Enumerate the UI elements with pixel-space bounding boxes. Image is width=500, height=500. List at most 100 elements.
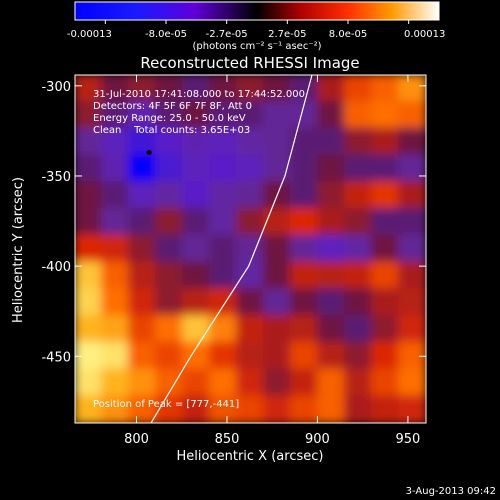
heatmap-cell — [398, 368, 426, 398]
heatmap-cell — [236, 127, 265, 157]
heatmap-cell — [128, 341, 157, 371]
heatmap-cell — [182, 314, 211, 344]
heatmap-cell — [209, 368, 238, 398]
heatmap-cell — [101, 154, 130, 184]
heatmap-cell — [398, 154, 426, 184]
heatmap-cell — [344, 288, 373, 317]
colorbar-units: (photons cm⁻² s⁻¹ asec⁻²) — [192, 41, 321, 52]
heatmap-cell — [209, 127, 238, 157]
heatmap-cell — [317, 207, 346, 237]
heatmap-cell — [290, 314, 319, 344]
heatmap-cell — [155, 314, 184, 344]
heatmap-cell — [317, 261, 346, 291]
heatmap-cell — [317, 181, 346, 210]
y-tick-label: -300 — [41, 80, 71, 95]
heatmap-cell — [128, 314, 157, 344]
minimum-marker — [146, 150, 152, 156]
heatmap-cell — [209, 100, 238, 130]
heatmap-cell — [398, 395, 426, 423]
heatmap-cell — [398, 207, 426, 237]
heatmap-cell — [290, 395, 319, 423]
heatmap-cell — [155, 181, 184, 210]
heatmap-cell — [128, 234, 157, 264]
heatmap-cell — [290, 341, 319, 371]
heatmap-cell — [236, 261, 265, 291]
heatmap-cell — [209, 154, 238, 184]
heatmap-cell — [155, 75, 184, 103]
heatmap-cell — [128, 261, 157, 291]
heatmap-cell — [128, 207, 157, 237]
heatmap-cell — [371, 395, 400, 423]
heatmap-cell — [344, 154, 373, 184]
colorbar-tick-label: 0.00013 — [404, 29, 445, 40]
x-tick-label: 850 — [215, 432, 240, 447]
heatmap-cell — [101, 75, 130, 103]
heatmap-cell — [344, 75, 373, 103]
heatmap-cell — [101, 314, 130, 344]
heatmap-cell — [371, 261, 400, 291]
heatmap-cell — [75, 100, 103, 130]
heatmap-cell — [290, 100, 319, 130]
heatmap-cell — [344, 395, 373, 423]
heatmap-cell — [209, 234, 238, 264]
heatmap-cell — [290, 368, 319, 398]
heatmap-cell — [75, 154, 103, 184]
heatmap-cell — [398, 234, 426, 264]
heatmap-cell — [371, 127, 400, 157]
heatmap-cell — [263, 100, 292, 130]
heatmap-cell — [317, 314, 346, 344]
chart-title: Reconstructed RHESSI Image — [140, 54, 359, 72]
heatmap-cell — [290, 261, 319, 291]
peak-label: Position of Peak = [777,-441] — [93, 399, 239, 410]
heatmap-cell — [290, 288, 319, 317]
colorbar-tick-label: -2.7e-05 — [206, 29, 248, 40]
heatmap-cell — [290, 75, 319, 103]
heatmap-cell — [101, 207, 130, 237]
heatmap-cell — [398, 181, 426, 210]
heatmap-cell — [101, 100, 130, 130]
heatmap-cell — [371, 75, 400, 103]
heatmap-cell — [371, 288, 400, 317]
heatmap-cell — [182, 261, 211, 291]
heatmap-cell — [263, 127, 292, 157]
heatmap-cell — [209, 395, 238, 423]
heatmap-cell — [344, 368, 373, 398]
heatmap-cell — [263, 154, 292, 184]
heatmap-cell — [236, 395, 265, 423]
heatmap-cell — [236, 154, 265, 184]
heatmap-cell — [101, 288, 130, 317]
heatmap-cell — [155, 288, 184, 317]
heatmap-cell — [75, 207, 103, 237]
y-axis-label: Heliocentric Y (arcsec) — [11, 177, 26, 323]
heatmap-cell — [75, 127, 103, 157]
heatmap-cell — [128, 288, 157, 317]
heatmap-cell — [263, 341, 292, 371]
annotation-counts: Clean Total counts: 3.65E+03 — [93, 125, 250, 136]
heatmap-cell — [182, 288, 211, 317]
heatmap-cell — [344, 314, 373, 344]
colorbar-tick-label: -0.00013 — [67, 29, 112, 40]
y-tick-label: -350 — [41, 170, 71, 185]
x-tick-label: 900 — [305, 432, 330, 447]
heatmap-cell — [155, 127, 184, 157]
heatmap-cell — [344, 207, 373, 237]
heatmap-cell — [182, 181, 211, 210]
heatmap-cell — [182, 100, 211, 130]
heatmap-cell — [182, 368, 211, 398]
heatmap-cell — [236, 341, 265, 371]
x-tick-label: 950 — [395, 432, 420, 447]
heatmap-cell — [209, 75, 238, 103]
heatmap-cell — [236, 234, 265, 264]
heatmap-cell — [371, 154, 400, 184]
heatmap-cell — [344, 100, 373, 130]
heatmap-cell — [209, 341, 238, 371]
heatmap-cell — [182, 154, 211, 184]
heatmap-cell — [263, 314, 292, 344]
heatmap-cell — [182, 75, 211, 103]
heatmap-cell — [101, 127, 130, 157]
heatmap-cell — [155, 154, 184, 184]
heatmap-cell — [263, 261, 292, 291]
heatmap-cell — [155, 341, 184, 371]
heatmap-cell — [290, 207, 319, 237]
